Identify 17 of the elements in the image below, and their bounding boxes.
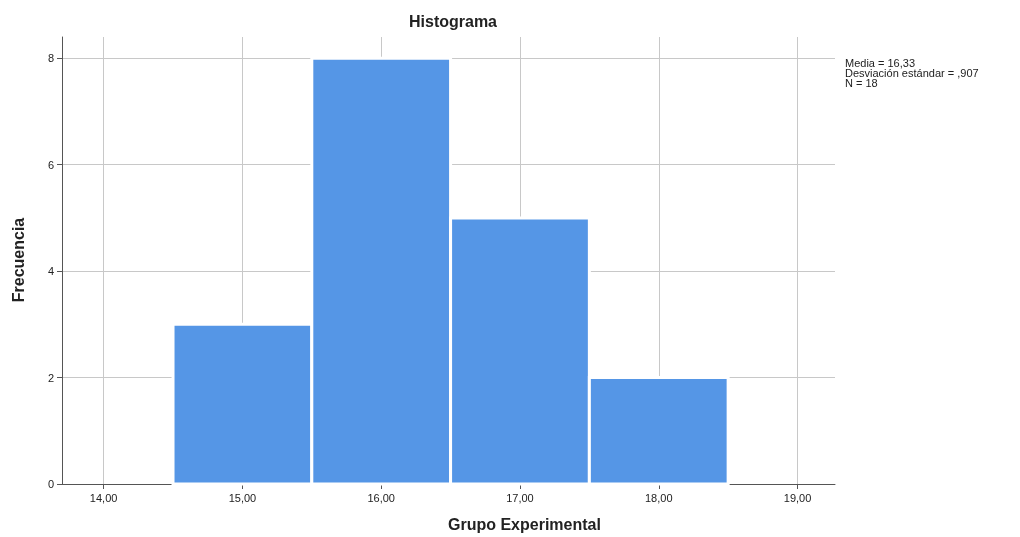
x-axis-title: Grupo Experimental bbox=[448, 515, 601, 533]
y-axis-title: Frecuencia bbox=[9, 217, 27, 303]
x-tick-label: 16,00 bbox=[367, 491, 395, 504]
x-tick-label: 17,00 bbox=[506, 491, 534, 504]
text: N = 18 bbox=[845, 76, 878, 89]
chart-title: Histograma bbox=[408, 12, 498, 30]
text: Desviación estándar = ,907 bbox=[845, 66, 979, 79]
x-tick-label: 14,00 bbox=[89, 491, 118, 504]
y-tick-label: 8 bbox=[47, 52, 54, 65]
text: Media = 16,33 bbox=[845, 56, 916, 69]
y-tick-label: 0 bbox=[47, 478, 54, 490]
y-tick-label: 4 bbox=[47, 265, 54, 278]
y-tick-label: 2 bbox=[47, 371, 54, 384]
x-tick-label: 19,00 bbox=[783, 491, 812, 504]
y-tick-label: 6 bbox=[47, 158, 54, 171]
x-tick-label: 15,00 bbox=[228, 491, 257, 504]
x-tick-label: 18,00 bbox=[644, 491, 673, 504]
